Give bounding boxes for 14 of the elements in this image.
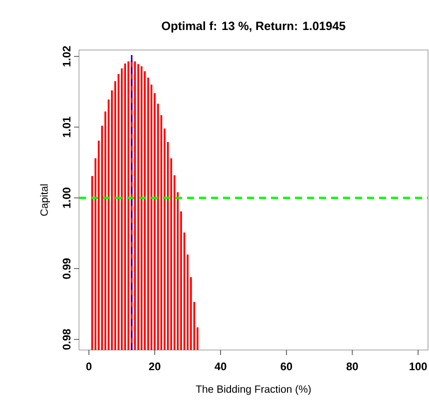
y-tick-label: 1.01 — [62, 116, 70, 138]
x-tick-label: 40 — [214, 362, 226, 370]
x-tick-label: 100 — [410, 362, 427, 370]
y-tick-label: 1.02 — [62, 46, 70, 66]
y-tick-label: 1.00 — [62, 188, 70, 208]
y-tick-label: 0.98 — [62, 329, 70, 350]
x-tick-label: 80 — [346, 362, 358, 370]
y-axis-title: Capital — [40, 184, 50, 216]
y-tick-label: 0.99 — [62, 258, 70, 279]
chart-title: Optimal f: 13 %, Return: 1.01945 — [162, 21, 346, 32]
x-tick-label: 20 — [149, 362, 160, 370]
x-axis-title: The Bidding Fraction (%) — [196, 385, 311, 395]
x-tick-label: 0 — [86, 362, 92, 370]
x-tick-label: 60 — [280, 362, 292, 370]
